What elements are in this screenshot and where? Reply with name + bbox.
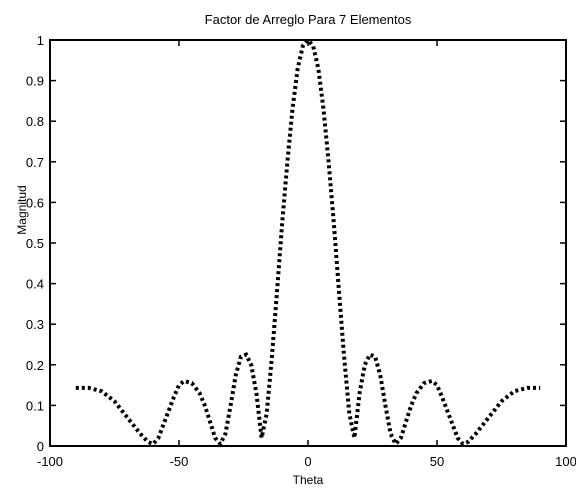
x-tick-label: -100 — [37, 454, 63, 469]
y-tick-label: 0.5 — [26, 236, 44, 251]
y-tick-label: 0.1 — [26, 398, 44, 413]
y-tick-label: 0.7 — [26, 155, 44, 170]
x-tick-label: 50 — [430, 454, 444, 469]
plot-frame — [49, 39, 567, 447]
x-tick-label: -50 — [170, 454, 189, 469]
y-tick-label: 1 — [37, 33, 44, 48]
chart-title: Factor de Arreglo Para 7 Elementos — [205, 12, 412, 27]
y-tick-label: 0.3 — [26, 317, 44, 332]
y-tick-label: 0.6 — [26, 195, 44, 210]
x-axis: -100 -50 0 50 100 — [37, 40, 576, 469]
y-tick-label: 0.8 — [26, 114, 44, 129]
x-tick-label: 100 — [555, 454, 576, 469]
y-axis: 0 0.1 0.2 0.3 0.4 0.5 0.6 0.7 0.8 0.9 1 — [26, 33, 566, 454]
series-line — [75, 36, 541, 448]
x-tick-label: 0 — [304, 454, 311, 469]
y-axis-label: Magnitud — [15, 185, 29, 234]
x-axis-label: Theta — [293, 473, 324, 487]
y-tick-label: 0.4 — [26, 277, 44, 292]
y-tick-label: 0.2 — [26, 358, 44, 373]
y-tick-label: 0 — [37, 439, 44, 454]
y-tick-label: 0.9 — [26, 74, 44, 89]
